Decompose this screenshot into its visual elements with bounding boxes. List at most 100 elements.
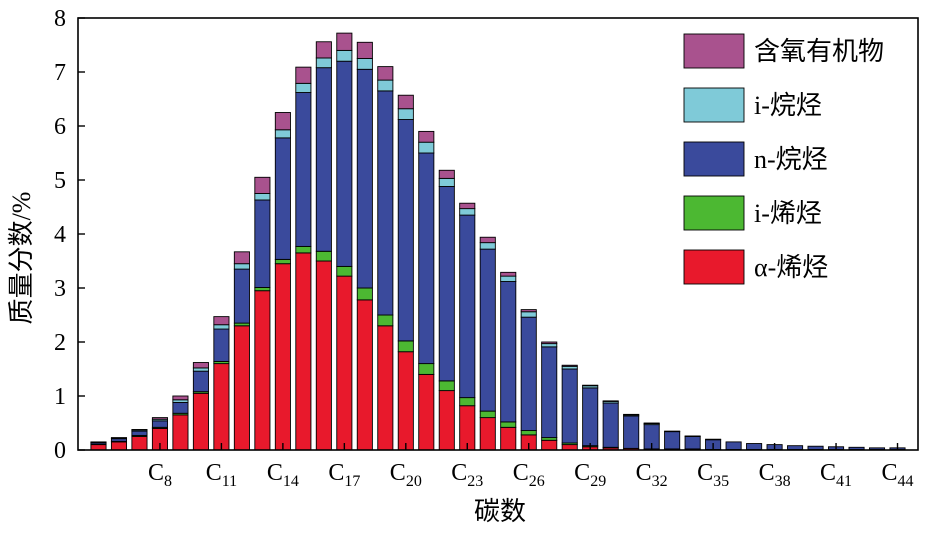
- x-tick-label: C8: [148, 460, 172, 490]
- y-tick-label: 4: [54, 222, 66, 248]
- bar-segment: [848, 446, 865, 450]
- bar-segment: [500, 281, 517, 423]
- bar-segment: [684, 435, 701, 437]
- bar-segment: [356, 299, 373, 451]
- bar-segment: [315, 57, 332, 69]
- bar-segment: [377, 314, 394, 327]
- x-tick-label: C23: [451, 460, 483, 490]
- y-tick-label: 3: [54, 276, 66, 302]
- bar-segment: [479, 410, 496, 419]
- x-tick-label: C14: [267, 460, 299, 490]
- bar-segment: [233, 325, 250, 451]
- y-tick-label: 2: [54, 330, 66, 356]
- bar-segment: [377, 325, 394, 451]
- bar-segment: [233, 268, 250, 324]
- bar-segment: [356, 41, 373, 59]
- bar-segment: [213, 328, 230, 362]
- x-tick-label: C20: [390, 460, 422, 490]
- bar-segment: [274, 258, 291, 265]
- bar-segment: [664, 431, 681, 450]
- bar-segment: [172, 402, 189, 414]
- bar-segment: [397, 340, 414, 353]
- bar-segment: [295, 66, 312, 84]
- bar-segment: [438, 380, 455, 392]
- y-tick-label: 6: [54, 114, 66, 140]
- x-tick-label: C44: [882, 460, 914, 490]
- bar-segment: [336, 275, 353, 451]
- bar-segment: [479, 248, 496, 412]
- bar-segment: [807, 445, 824, 450]
- y-axis-label: 质量分数/%: [7, 192, 36, 325]
- bar-segment: [541, 439, 558, 451]
- y-tick-label: 8: [54, 6, 66, 32]
- bar-segment: [336, 265, 353, 277]
- bar-segment: [438, 169, 455, 179]
- bar-segment: [295, 92, 312, 247]
- bar-segment: [459, 214, 476, 399]
- bar-segment: [397, 108, 414, 120]
- bar-segment: [233, 263, 250, 270]
- legend-swatch: [683, 249, 745, 285]
- bar-segment: [377, 66, 394, 81]
- bar-segment: [213, 316, 230, 326]
- bar-segment: [746, 443, 763, 450]
- bar-segment: [131, 430, 148, 436]
- bar-segment: [213, 363, 230, 451]
- bar-segment: [192, 367, 209, 372]
- x-tick-label: C32: [636, 460, 668, 490]
- bar-segment: [356, 287, 373, 301]
- bar-segment: [541, 341, 558, 345]
- bar-segment: [582, 387, 599, 447]
- bar-segment: [131, 429, 148, 431]
- bar-segment: [172, 395, 189, 401]
- bar-segment: [438, 390, 455, 451]
- bar-segment: [479, 417, 496, 451]
- x-tick-label: C26: [513, 460, 545, 490]
- bar-segment: [274, 129, 291, 139]
- bar-segment: [438, 177, 455, 187]
- bar-segment: [336, 32, 353, 51]
- bar-segment: [438, 186, 455, 382]
- bar-segment: [561, 368, 578, 444]
- legend-label: α-烯烃: [754, 253, 828, 282]
- bar-segment: [274, 137, 291, 260]
- bar-segment: [336, 60, 353, 267]
- bar-segment: [151, 417, 168, 420]
- bar-segment: [315, 250, 332, 262]
- y-tick-label: 5: [54, 168, 66, 194]
- x-tick-label: C17: [328, 460, 360, 490]
- x-axis-label: 碳数: [474, 497, 526, 526]
- bar-segment: [500, 421, 517, 428]
- bar-segment: [377, 79, 394, 92]
- bar-segment: [233, 251, 250, 265]
- bar-segment: [623, 413, 640, 416]
- bar-segment: [254, 290, 271, 451]
- bar-segment: [561, 444, 578, 451]
- bar-segment: [705, 438, 722, 441]
- y-tick-label: 0: [54, 438, 66, 464]
- bar-segment: [377, 90, 394, 316]
- bar-segment: [295, 82, 312, 93]
- y-tick-label: 7: [54, 60, 66, 86]
- bar-segment: [541, 346, 558, 439]
- bar-segment: [295, 252, 312, 451]
- bar-segment: [541, 343, 558, 348]
- bar-segment: [520, 430, 537, 436]
- bar-segment: [131, 436, 148, 451]
- bars-layer: [90, 32, 906, 451]
- bar-segment: [254, 287, 271, 292]
- legend-swatch: [683, 87, 745, 123]
- legend-label: i-烯烃: [754, 199, 822, 228]
- legend-swatch: [683, 33, 745, 69]
- bar-segment: [254, 176, 271, 194]
- bar-segment: [500, 275, 517, 282]
- bar-segment: [418, 130, 435, 143]
- bar-segment: [397, 351, 414, 451]
- bar-segment: [213, 324, 230, 330]
- bar-segment: [664, 430, 681, 433]
- bar-segment: [459, 202, 476, 210]
- bar-segment: [418, 363, 435, 375]
- bar-segment: [582, 384, 599, 387]
- bar-segment: [336, 49, 353, 62]
